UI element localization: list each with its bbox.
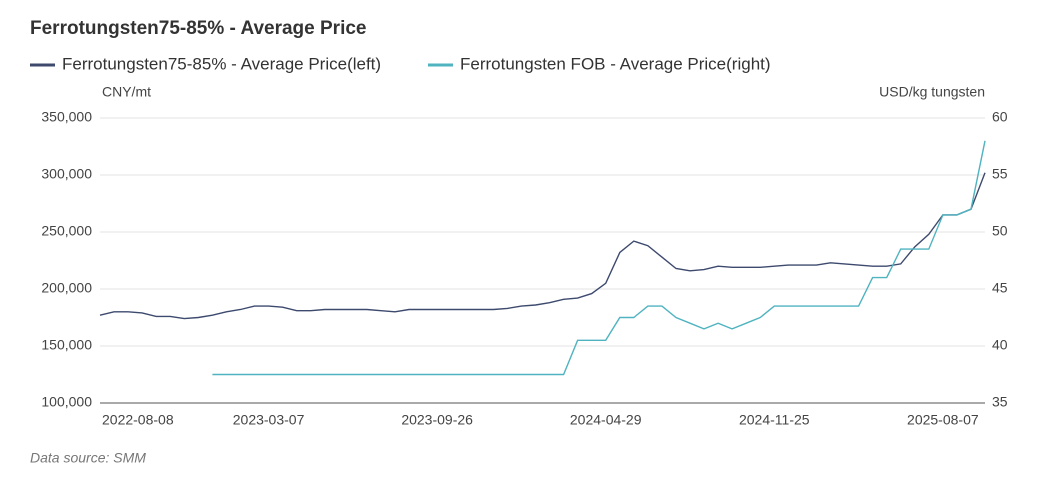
y-tick-label: 150,000 xyxy=(41,337,92,353)
source: Data source: SMM xyxy=(30,450,146,466)
x-tick-label: 2024-04-29 xyxy=(570,412,642,428)
legend-label: Ferrotungsten FOB - Average Price(right) xyxy=(460,54,771,73)
y-axis-label: CNY/mt xyxy=(102,84,151,100)
x-tick-label: 2023-03-07 xyxy=(233,412,305,428)
x-tick-label: 2023-09-26 xyxy=(401,412,473,428)
series-line xyxy=(99,172,986,320)
y-tick-label: 200,000 xyxy=(41,280,92,296)
chart-title: Ferrotungsten75-85% - Average Price xyxy=(30,18,367,39)
y-tick-label: 100,000 xyxy=(41,394,92,410)
y-tick-label: 300,000 xyxy=(41,166,92,182)
y2-tick-label: 40 xyxy=(992,337,1008,353)
legend-label: Ferrotungsten75-85% - Average Price(left… xyxy=(62,54,381,73)
x-tick-label: 2024-11-25 xyxy=(739,412,810,428)
y2-axis-label: USD/kg tungsten xyxy=(879,84,985,100)
y2-tick-label: 45 xyxy=(992,280,1008,296)
y2-tick-label: 35 xyxy=(992,394,1008,410)
y2-tick-label: 55 xyxy=(992,166,1008,182)
y-tick-label: 250,000 xyxy=(41,223,92,239)
y2-tick-label: 50 xyxy=(992,223,1008,239)
x-tick-label: 2025-08-07 xyxy=(907,412,979,428)
x-tick-label: 2022-08-08 xyxy=(102,412,174,428)
y2-tick-label: 60 xyxy=(992,109,1008,125)
series-line xyxy=(212,140,986,376)
y-tick-label: 350,000 xyxy=(41,109,92,125)
